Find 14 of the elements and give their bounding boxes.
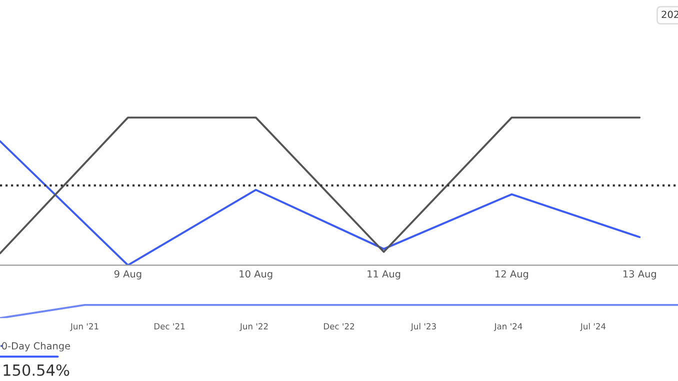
text: 150.54% <box>4 364 70 376</box>
x-tick-label: Jan '24 <box>494 323 522 331</box>
x-tick-label: Jun '22 <box>240 323 268 331</box>
x-tick-label: 11 Aug <box>368 270 400 280</box>
x-tick-label: 9 Aug <box>114 270 142 280</box>
x-tick-label: 10 Aug <box>240 270 272 280</box>
legend-label: 0-Day Change <box>2 342 70 352</box>
x-tick-label: Dec '22 <box>324 323 354 330</box>
x-tick-label: Jun '21 <box>70 323 98 331</box>
x-tick-label: Jul '23 <box>410 322 436 331</box>
x-tick-label: 12 Aug <box>496 270 528 280</box>
x-tick-label: Dec '21 <box>154 323 185 330</box>
x-tick-label: 13 Aug <box>623 270 656 280</box>
x-tick-label: Jul '24 <box>580 322 606 331</box>
